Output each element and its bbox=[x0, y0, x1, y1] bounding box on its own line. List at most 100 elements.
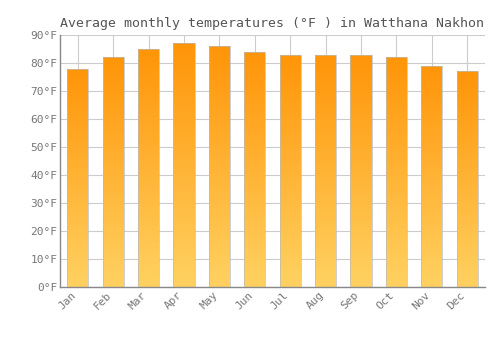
Bar bbox=[209, 167, 230, 168]
Bar bbox=[138, 248, 159, 249]
Bar bbox=[209, 243, 230, 244]
Bar bbox=[174, 253, 195, 254]
Bar bbox=[209, 92, 230, 93]
Bar bbox=[280, 244, 301, 245]
Bar bbox=[386, 255, 407, 256]
Bar bbox=[350, 136, 372, 137]
Bar bbox=[244, 92, 266, 93]
Bar bbox=[350, 96, 372, 98]
Bar bbox=[421, 159, 442, 160]
Bar bbox=[174, 282, 195, 284]
Bar bbox=[174, 59, 195, 61]
Bar bbox=[386, 132, 407, 133]
Bar bbox=[102, 140, 124, 141]
Bar bbox=[244, 163, 266, 165]
Bar bbox=[386, 270, 407, 271]
Bar bbox=[386, 181, 407, 183]
Bar bbox=[421, 138, 442, 139]
Bar bbox=[315, 202, 336, 203]
Bar bbox=[280, 164, 301, 165]
Bar bbox=[280, 178, 301, 179]
Bar bbox=[315, 178, 336, 179]
Bar bbox=[174, 113, 195, 114]
Bar bbox=[209, 253, 230, 254]
Bar bbox=[421, 76, 442, 77]
Bar bbox=[386, 246, 407, 247]
Bar bbox=[350, 196, 372, 197]
Bar bbox=[244, 176, 266, 178]
Bar bbox=[386, 238, 407, 239]
Bar bbox=[350, 246, 372, 247]
Bar bbox=[350, 238, 372, 239]
Bar bbox=[456, 88, 478, 89]
Bar bbox=[421, 215, 442, 216]
Bar bbox=[67, 82, 88, 83]
Bar bbox=[386, 57, 407, 287]
Bar bbox=[174, 146, 195, 147]
Bar bbox=[350, 185, 372, 186]
Bar bbox=[244, 106, 266, 107]
Bar bbox=[174, 193, 195, 195]
Bar bbox=[138, 255, 159, 256]
Bar bbox=[67, 111, 88, 112]
Bar bbox=[456, 91, 478, 92]
Bar bbox=[280, 73, 301, 74]
Bar bbox=[350, 156, 372, 157]
Bar bbox=[244, 108, 266, 110]
Bar bbox=[315, 81, 336, 83]
Bar bbox=[350, 138, 372, 139]
Bar bbox=[456, 72, 478, 74]
Bar bbox=[174, 74, 195, 75]
Bar bbox=[102, 154, 124, 155]
Bar bbox=[315, 58, 336, 59]
Bar bbox=[280, 174, 301, 175]
Bar bbox=[174, 80, 195, 81]
Bar bbox=[102, 167, 124, 168]
Bar bbox=[244, 278, 266, 279]
Bar bbox=[280, 206, 301, 207]
Bar bbox=[174, 187, 195, 188]
Bar bbox=[421, 175, 442, 176]
Bar bbox=[421, 164, 442, 165]
Bar bbox=[67, 203, 88, 204]
Bar bbox=[102, 160, 124, 161]
Bar bbox=[244, 155, 266, 156]
Bar bbox=[138, 73, 159, 74]
Bar bbox=[421, 121, 442, 122]
Bar bbox=[67, 152, 88, 153]
Bar bbox=[280, 132, 301, 134]
Bar bbox=[174, 149, 195, 150]
Bar bbox=[421, 236, 442, 237]
Bar bbox=[386, 156, 407, 157]
Bar bbox=[244, 276, 266, 278]
Bar bbox=[244, 219, 266, 220]
Bar bbox=[386, 265, 407, 266]
Bar bbox=[67, 112, 88, 113]
Bar bbox=[386, 258, 407, 259]
Bar bbox=[350, 58, 372, 59]
Bar bbox=[456, 264, 478, 265]
Bar bbox=[102, 247, 124, 248]
Bar bbox=[174, 52, 195, 53]
Bar bbox=[209, 58, 230, 60]
Bar bbox=[209, 212, 230, 214]
Bar bbox=[421, 91, 442, 92]
Bar bbox=[350, 224, 372, 225]
Bar bbox=[280, 129, 301, 130]
Bar bbox=[421, 124, 442, 126]
Bar bbox=[386, 206, 407, 208]
Bar bbox=[421, 199, 442, 201]
Bar bbox=[315, 62, 336, 63]
Bar bbox=[421, 246, 442, 247]
Bar bbox=[280, 262, 301, 264]
Bar bbox=[209, 197, 230, 198]
Bar bbox=[209, 256, 230, 257]
Bar bbox=[138, 137, 159, 138]
Bar bbox=[138, 261, 159, 262]
Bar bbox=[174, 230, 195, 231]
Bar bbox=[67, 141, 88, 142]
Bar bbox=[244, 173, 266, 174]
Bar bbox=[138, 258, 159, 260]
Bar bbox=[174, 75, 195, 76]
Bar bbox=[102, 70, 124, 71]
